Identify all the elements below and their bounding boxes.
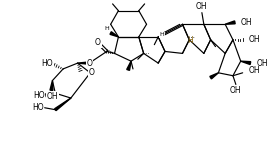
Text: OH: OH xyxy=(47,92,58,101)
Polygon shape xyxy=(55,98,71,111)
Text: ⋯: ⋯ xyxy=(143,50,149,55)
Text: OH: OH xyxy=(241,18,252,27)
Text: OH: OH xyxy=(196,2,208,11)
Polygon shape xyxy=(225,21,235,24)
Text: H: H xyxy=(160,32,165,37)
Text: O: O xyxy=(95,38,101,47)
Text: O: O xyxy=(86,59,92,68)
Text: ⋯: ⋯ xyxy=(188,35,195,41)
Polygon shape xyxy=(50,81,53,90)
Text: H: H xyxy=(105,26,109,31)
Text: OH: OH xyxy=(230,86,242,95)
Text: HO: HO xyxy=(42,59,53,68)
Text: HO: HO xyxy=(33,91,45,100)
Text: OH: OH xyxy=(248,35,260,44)
Polygon shape xyxy=(110,32,118,37)
Text: OH: OH xyxy=(256,59,268,68)
Text: O: O xyxy=(88,68,94,77)
Polygon shape xyxy=(78,62,89,64)
Polygon shape xyxy=(127,61,131,70)
Text: OH: OH xyxy=(248,66,260,75)
Text: HO: HO xyxy=(32,103,44,112)
Polygon shape xyxy=(210,73,218,79)
Polygon shape xyxy=(241,61,251,64)
Text: H: H xyxy=(187,36,193,45)
